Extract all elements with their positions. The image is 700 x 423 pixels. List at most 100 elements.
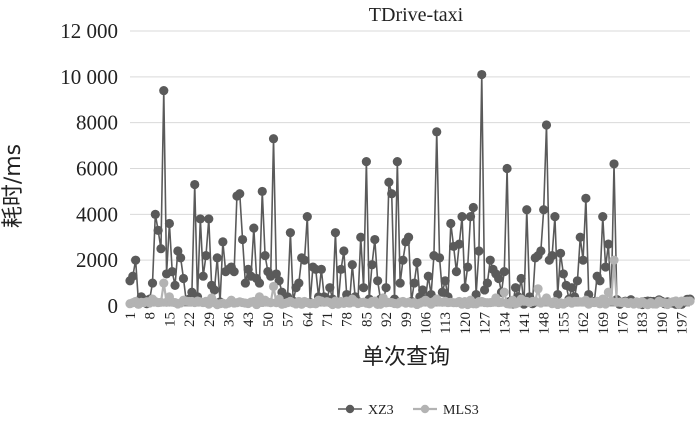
x-tick-label: 113 bbox=[438, 312, 454, 334]
data-point bbox=[384, 177, 394, 187]
data-point bbox=[361, 157, 371, 167]
data-point bbox=[285, 228, 295, 238]
data-point bbox=[176, 253, 186, 263]
x-tick-label: 120 bbox=[458, 312, 474, 335]
data-point bbox=[212, 253, 222, 263]
legend-marker bbox=[420, 404, 430, 414]
data-point bbox=[465, 212, 476, 222]
data-point bbox=[547, 250, 557, 261]
data-point bbox=[131, 255, 141, 265]
series-mls3 bbox=[125, 255, 695, 310]
data-point bbox=[198, 271, 208, 281]
data-point bbox=[581, 193, 591, 203]
data-point bbox=[609, 255, 619, 265]
data-point bbox=[609, 159, 619, 169]
data-point bbox=[502, 163, 512, 174]
data-point bbox=[299, 255, 310, 265]
data-point bbox=[603, 287, 613, 297]
data-point bbox=[685, 296, 695, 306]
data-point bbox=[235, 189, 245, 199]
x-axis-label: 单次查询 bbox=[362, 345, 450, 370]
data-point bbox=[159, 278, 169, 288]
data-point bbox=[201, 250, 211, 261]
x-tick-label: 148 bbox=[537, 312, 553, 335]
data-point bbox=[164, 218, 174, 229]
data-point bbox=[558, 269, 568, 279]
data-point bbox=[555, 248, 566, 258]
data-point bbox=[403, 232, 414, 242]
data-point bbox=[553, 289, 563, 300]
data-point bbox=[522, 205, 532, 215]
data-point bbox=[418, 285, 428, 295]
data-point bbox=[482, 278, 492, 288]
legend-label: MLS3 bbox=[443, 403, 479, 418]
data-point bbox=[229, 267, 239, 277]
data-point bbox=[257, 186, 267, 197]
data-point bbox=[454, 239, 464, 249]
x-tick-label: 64 bbox=[300, 312, 316, 328]
data-point bbox=[173, 246, 183, 256]
x-tick-label: 134 bbox=[497, 312, 513, 335]
data-point bbox=[356, 232, 366, 242]
data-point bbox=[432, 127, 442, 137]
y-tick-label: 8000 bbox=[76, 111, 118, 135]
x-tick-label: 176 bbox=[615, 312, 631, 335]
data-point bbox=[347, 260, 357, 270]
data-point bbox=[316, 264, 326, 274]
x-tick-label: 106 bbox=[418, 312, 434, 335]
data-point bbox=[325, 283, 335, 293]
data-point bbox=[204, 214, 214, 224]
data-point bbox=[381, 283, 391, 293]
x-tick-labels: 1 8 15 22 29 36 43 50 57 64 71 78 85 92 99 106 113 120 127… bbox=[123, 312, 691, 335]
legend-marker bbox=[345, 404, 355, 414]
x-tick-label: 99 bbox=[399, 312, 415, 327]
x-tick-label: 141 bbox=[517, 312, 533, 335]
data-point bbox=[541, 120, 552, 130]
x-tick-label: 29 bbox=[202, 312, 218, 327]
data-point bbox=[423, 271, 433, 281]
legend: XZ3 MLS3 bbox=[338, 403, 479, 418]
data-point bbox=[575, 232, 585, 242]
data-point bbox=[460, 283, 470, 293]
x-tick-label: 92 bbox=[379, 312, 395, 327]
data-point bbox=[330, 228, 341, 238]
data-point bbox=[249, 223, 259, 233]
data-point bbox=[600, 262, 611, 272]
data-point bbox=[339, 246, 349, 256]
data-point bbox=[468, 202, 478, 213]
data-point bbox=[240, 278, 250, 288]
data-point bbox=[243, 264, 253, 274]
data-point bbox=[153, 225, 163, 235]
data-point bbox=[159, 85, 169, 96]
data-point bbox=[395, 278, 405, 288]
data-point bbox=[195, 214, 205, 224]
data-point bbox=[209, 285, 220, 295]
x-tick-label: 162 bbox=[576, 312, 592, 335]
data-point bbox=[156, 244, 166, 254]
data-point bbox=[440, 276, 450, 286]
data-point bbox=[178, 273, 189, 284]
x-tick-label: 71 bbox=[320, 312, 336, 327]
data-point bbox=[572, 276, 583, 286]
x-tick-label: 85 bbox=[359, 312, 375, 327]
data-point bbox=[167, 267, 177, 277]
data-point bbox=[533, 284, 543, 294]
data-point bbox=[499, 287, 509, 297]
y-axis-label: 耗时/ms bbox=[1, 144, 26, 228]
data-point bbox=[485, 255, 495, 265]
data-point bbox=[387, 189, 397, 199]
x-tick-label: 78 bbox=[340, 312, 356, 327]
data-point bbox=[499, 267, 509, 277]
data-point bbox=[471, 289, 481, 300]
data-point bbox=[434, 253, 445, 263]
series-layer bbox=[125, 69, 695, 310]
x-tick-label: 1 bbox=[123, 312, 139, 320]
data-point bbox=[412, 257, 422, 268]
data-point bbox=[536, 246, 546, 256]
data-point bbox=[463, 262, 473, 272]
data-point bbox=[510, 283, 521, 293]
data-point bbox=[254, 278, 265, 288]
data-point bbox=[190, 179, 200, 190]
data-point bbox=[237, 234, 248, 245]
